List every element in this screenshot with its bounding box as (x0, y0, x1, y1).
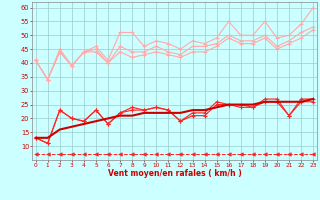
X-axis label: Vent moyen/en rafales ( km/h ): Vent moyen/en rafales ( km/h ) (108, 169, 241, 178)
